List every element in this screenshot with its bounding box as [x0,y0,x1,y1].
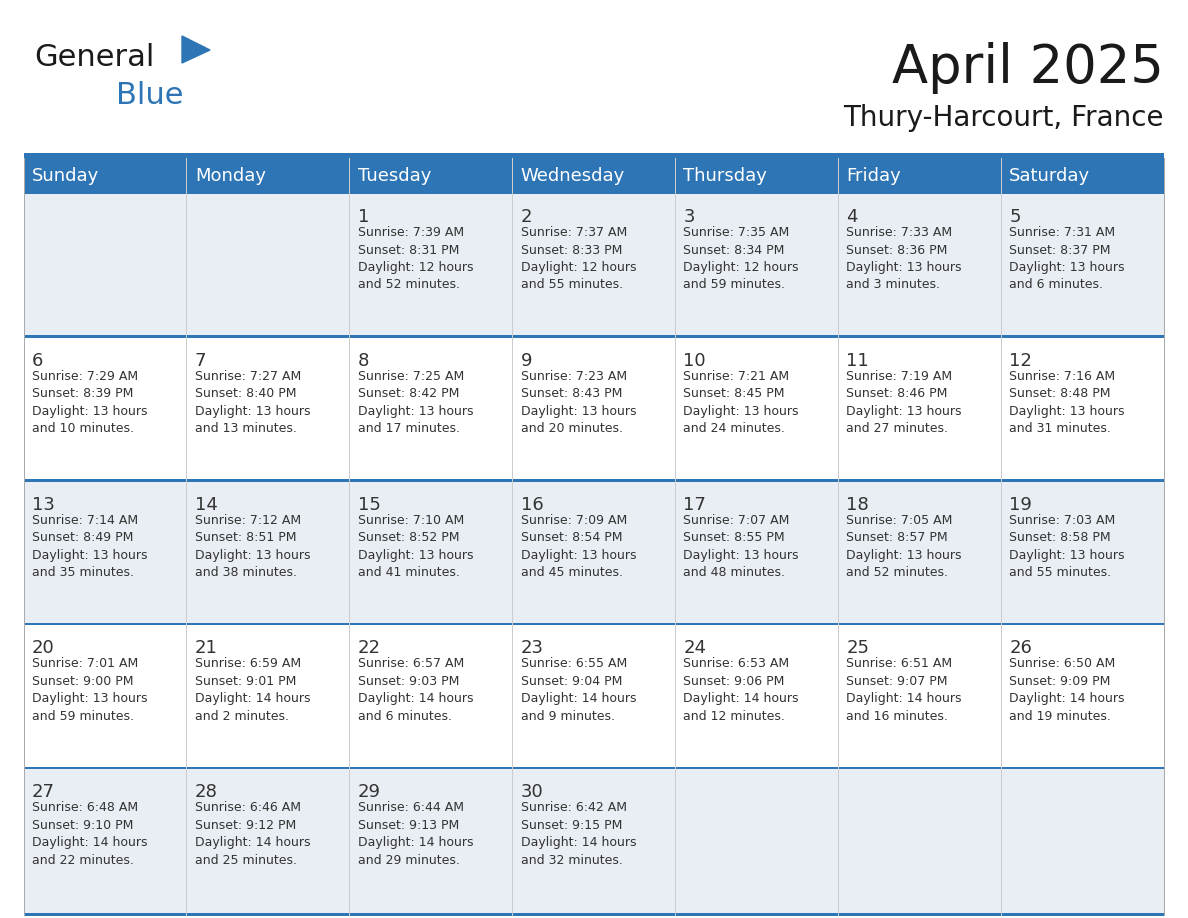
Text: 3: 3 [683,208,695,226]
Bar [24,153,1164,158]
Bar [24,479,1164,482]
Text: 23: 23 [520,640,544,657]
Text: Sunrise: 7:19 AM
Sunset: 8:46 PM
Daylight: 13 hours
and 27 minutes.: Sunrise: 7:19 AM Sunset: 8:46 PM Dayligh… [846,370,962,435]
Text: 27: 27 [32,783,55,801]
Text: Sunrise: 6:50 AM
Sunset: 9:09 PM
Daylight: 14 hours
and 19 minutes.: Sunrise: 6:50 AM Sunset: 9:09 PM Dayligh… [1009,657,1125,722]
Text: Tuesday: Tuesday [358,167,431,185]
Text: Sunrise: 7:33 AM
Sunset: 8:36 PM
Daylight: 13 hours
and 3 minutes.: Sunrise: 7:33 AM Sunset: 8:36 PM Dayligh… [846,226,962,292]
Bar [24,623,1164,625]
Text: 2: 2 [520,208,532,226]
Text: Sunrise: 7:14 AM
Sunset: 8:49 PM
Daylight: 13 hours
and 35 minutes.: Sunrise: 7:14 AM Sunset: 8:49 PM Dayligh… [32,513,147,579]
Text: Sunrise: 6:57 AM
Sunset: 9:03 PM
Daylight: 14 hours
and 6 minutes.: Sunrise: 6:57 AM Sunset: 9:03 PM Dayligh… [358,657,473,722]
Bar [512,158,676,194]
Text: Saturday: Saturday [1009,167,1091,185]
Bar [839,158,1001,194]
Text: 22: 22 [358,640,380,657]
Text: Sunrise: 7:16 AM
Sunset: 8:48 PM
Daylight: 13 hours
and 31 minutes.: Sunrise: 7:16 AM Sunset: 8:48 PM Dayligh… [1009,370,1125,435]
Text: 10: 10 [683,352,706,370]
Text: 11: 11 [846,352,870,370]
Text: Sunrise: 6:44 AM
Sunset: 9:13 PM
Daylight: 14 hours
and 29 minutes.: Sunrise: 6:44 AM Sunset: 9:13 PM Dayligh… [358,801,473,867]
Text: 24: 24 [683,640,707,657]
Text: 1: 1 [358,208,369,226]
Text: 25: 25 [846,640,870,657]
Text: April 2025: April 2025 [892,42,1164,94]
Bar [24,158,187,194]
Text: Sunrise: 7:29 AM
Sunset: 8:39 PM
Daylight: 13 hours
and 10 minutes.: Sunrise: 7:29 AM Sunset: 8:39 PM Dayligh… [32,370,147,435]
Text: Sunrise: 7:07 AM
Sunset: 8:55 PM
Daylight: 13 hours
and 48 minutes.: Sunrise: 7:07 AM Sunset: 8:55 PM Dayligh… [683,513,798,579]
Bar [349,158,512,194]
Bar [24,913,1164,915]
Text: Sunrise: 6:46 AM
Sunset: 9:12 PM
Daylight: 14 hours
and 25 minutes.: Sunrise: 6:46 AM Sunset: 9:12 PM Dayligh… [195,801,310,867]
Text: Thursday: Thursday [683,167,767,185]
Text: 18: 18 [846,496,870,513]
Text: 7: 7 [195,352,207,370]
Text: Sunrise: 7:12 AM
Sunset: 8:51 PM
Daylight: 13 hours
and 38 minutes.: Sunrise: 7:12 AM Sunset: 8:51 PM Dayligh… [195,513,310,579]
Text: 20: 20 [32,640,55,657]
Text: 19: 19 [1009,496,1032,513]
Text: Sunrise: 6:42 AM
Sunset: 9:15 PM
Daylight: 14 hours
and 32 minutes.: Sunrise: 6:42 AM Sunset: 9:15 PM Dayligh… [520,801,636,867]
Text: Thury-Harcourt, France: Thury-Harcourt, France [843,104,1164,132]
Text: Sunrise: 7:39 AM
Sunset: 8:31 PM
Daylight: 12 hours
and 52 minutes.: Sunrise: 7:39 AM Sunset: 8:31 PM Dayligh… [358,226,473,292]
Text: Sunrise: 6:51 AM
Sunset: 9:07 PM
Daylight: 14 hours
and 16 minutes.: Sunrise: 6:51 AM Sunset: 9:07 PM Dayligh… [846,657,962,722]
Text: Sunrise: 7:21 AM
Sunset: 8:45 PM
Daylight: 13 hours
and 24 minutes.: Sunrise: 7:21 AM Sunset: 8:45 PM Dayligh… [683,370,798,435]
Text: 16: 16 [520,496,543,513]
Bar [187,158,349,194]
Bar [24,194,1164,338]
Text: 5: 5 [1009,208,1020,226]
Text: Sunrise: 7:25 AM
Sunset: 8:42 PM
Daylight: 13 hours
and 17 minutes.: Sunrise: 7:25 AM Sunset: 8:42 PM Dayligh… [358,370,473,435]
Text: Sunrise: 7:37 AM
Sunset: 8:33 PM
Daylight: 12 hours
and 55 minutes.: Sunrise: 7:37 AM Sunset: 8:33 PM Dayligh… [520,226,636,292]
Text: Sunrise: 7:31 AM
Sunset: 8:37 PM
Daylight: 13 hours
and 6 minutes.: Sunrise: 7:31 AM Sunset: 8:37 PM Dayligh… [1009,226,1125,292]
Text: General: General [34,43,154,73]
Bar [24,482,1164,625]
Bar [1001,158,1164,194]
Text: Sunrise: 7:05 AM
Sunset: 8:57 PM
Daylight: 13 hours
and 52 minutes.: Sunrise: 7:05 AM Sunset: 8:57 PM Dayligh… [846,513,962,579]
Text: Friday: Friday [846,167,901,185]
Text: 15: 15 [358,496,380,513]
Bar [24,625,1164,769]
Text: Sunrise: 6:55 AM
Sunset: 9:04 PM
Daylight: 14 hours
and 9 minutes.: Sunrise: 6:55 AM Sunset: 9:04 PM Dayligh… [520,657,636,722]
Text: Sunrise: 7:23 AM
Sunset: 8:43 PM
Daylight: 13 hours
and 20 minutes.: Sunrise: 7:23 AM Sunset: 8:43 PM Dayligh… [520,370,636,435]
Text: 9: 9 [520,352,532,370]
Text: Sunrise: 7:27 AM
Sunset: 8:40 PM
Daylight: 13 hours
and 13 minutes.: Sunrise: 7:27 AM Sunset: 8:40 PM Dayligh… [195,370,310,435]
Text: Sunrise: 7:01 AM
Sunset: 9:00 PM
Daylight: 13 hours
and 59 minutes.: Sunrise: 7:01 AM Sunset: 9:00 PM Dayligh… [32,657,147,722]
Text: 28: 28 [195,783,217,801]
Text: Sunrise: 7:03 AM
Sunset: 8:58 PM
Daylight: 13 hours
and 55 minutes.: Sunrise: 7:03 AM Sunset: 8:58 PM Dayligh… [1009,513,1125,579]
Text: 29: 29 [358,783,380,801]
Text: 8: 8 [358,352,369,370]
Polygon shape [182,36,210,63]
Bar [24,335,1164,338]
Text: 4: 4 [846,208,858,226]
Text: 26: 26 [1009,640,1032,657]
Text: 30: 30 [520,783,543,801]
Text: 21: 21 [195,640,217,657]
Text: Sunrise: 6:48 AM
Sunset: 9:10 PM
Daylight: 14 hours
and 22 minutes.: Sunrise: 6:48 AM Sunset: 9:10 PM Dayligh… [32,801,147,867]
Bar [24,767,1164,769]
Text: 6: 6 [32,352,44,370]
Text: 12: 12 [1009,352,1032,370]
Bar [676,158,839,194]
Text: Sunrise: 7:09 AM
Sunset: 8:54 PM
Daylight: 13 hours
and 45 minutes.: Sunrise: 7:09 AM Sunset: 8:54 PM Dayligh… [520,513,636,579]
Text: 17: 17 [683,496,707,513]
Text: Sunrise: 6:53 AM
Sunset: 9:06 PM
Daylight: 14 hours
and 12 minutes.: Sunrise: 6:53 AM Sunset: 9:06 PM Dayligh… [683,657,798,722]
Text: Sunrise: 7:35 AM
Sunset: 8:34 PM
Daylight: 12 hours
and 59 minutes.: Sunrise: 7:35 AM Sunset: 8:34 PM Dayligh… [683,226,798,292]
Text: Sunrise: 7:10 AM
Sunset: 8:52 PM
Daylight: 13 hours
and 41 minutes.: Sunrise: 7:10 AM Sunset: 8:52 PM Dayligh… [358,513,473,579]
Text: Monday: Monday [195,167,266,185]
Bar [24,338,1164,482]
Text: Blue: Blue [116,81,183,109]
Text: Sunday: Sunday [32,167,100,185]
Text: Wednesday: Wednesday [520,167,625,185]
Text: Sunrise: 6:59 AM
Sunset: 9:01 PM
Daylight: 14 hours
and 2 minutes.: Sunrise: 6:59 AM Sunset: 9:01 PM Dayligh… [195,657,310,722]
Text: 14: 14 [195,496,217,513]
Bar [24,769,1164,913]
Text: 13: 13 [32,496,55,513]
